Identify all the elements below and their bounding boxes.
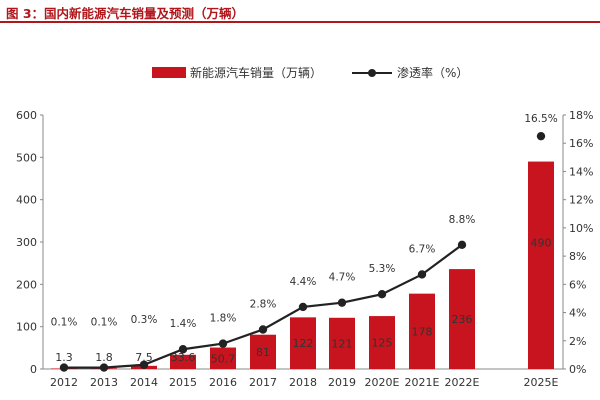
- bar-series: [51, 161, 554, 369]
- line-labels: 0.1% 0.1% 0.3% 1.4% 1.8% 2.8% 4.4% 4.7% 5.3% 6.7%…: [51, 113, 558, 330]
- y-right-tick-label: 0%: [569, 363, 586, 376]
- line-value-label: 0.1%: [51, 317, 78, 329]
- y-left-tick-label: 100: [16, 321, 37, 334]
- bar-value-label: 7.5: [135, 351, 153, 364]
- y-left-tick-label: 0: [30, 363, 37, 376]
- y-right-tick-label: 12%: [569, 194, 593, 207]
- x-tick-label: 2025E: [524, 376, 559, 389]
- line-value-label: 1.4%: [170, 318, 197, 330]
- chart-title: 图 3：国内新能源汽车销量及预测（万辆）: [6, 6, 245, 21]
- y-right-tick-label: 2%: [569, 335, 586, 348]
- line-point: [178, 345, 188, 354]
- bar-value-label: 125: [372, 337, 393, 350]
- title-divider: [0, 21, 600, 23]
- bar-value-label: 236: [452, 313, 473, 326]
- y-right-tick-label: 18%: [569, 109, 593, 122]
- line-point: [59, 363, 69, 372]
- x-tick-label: 2021E: [405, 376, 440, 389]
- line-point: [218, 339, 228, 348]
- x-tick-label: 2015: [169, 376, 197, 389]
- bar: [250, 334, 276, 369]
- line-point: [417, 270, 427, 279]
- y-left-tick-label: 300: [16, 236, 37, 249]
- line-point: [298, 302, 308, 312]
- y-left-tick-label: 500: [16, 151, 37, 164]
- line-value-label: 4.4%: [290, 276, 317, 288]
- x-tick-label: 2022E: [445, 376, 480, 389]
- y-left-tick-label: 600: [16, 109, 37, 122]
- line-point: [337, 298, 347, 307]
- bar: [210, 347, 236, 369]
- y-right-tick-label: 8%: [569, 250, 586, 263]
- line-series: [59, 131, 546, 372]
- legend-bar-label: 新能源汽车销量（万辆）: [190, 65, 322, 80]
- y-right-tick-label: 4%: [569, 307, 586, 320]
- bar-value-label: 1.8: [95, 351, 113, 364]
- y-left-tick-label: 400: [16, 194, 37, 207]
- line-value-label: 1.8%: [210, 313, 237, 325]
- line-value-label: 4.7%: [329, 272, 356, 284]
- legend-line-marker: [368, 69, 376, 77]
- line-value-label: 6.7%: [409, 243, 436, 255]
- bar-value-label: 1.3: [55, 351, 73, 364]
- line-point: [377, 290, 387, 299]
- line-point: [258, 325, 268, 334]
- legend: 新能源汽车销量（万辆） 渗透率（%）: [152, 65, 468, 80]
- line-value-label: 8.8%: [449, 214, 476, 226]
- line-point: [457, 240, 467, 250]
- x-tick-label: 2012: [50, 376, 78, 389]
- bar-labels: 1.3 1.8 7.5 33.6 50.7 81 122 121 125 178 236 490: [55, 237, 551, 366]
- x-tick-label: 2017: [249, 376, 277, 389]
- y-right-tick-label: 6%: [569, 278, 586, 291]
- line-value-label: 0.1%: [91, 317, 118, 329]
- y-right-tick-label: 10%: [569, 222, 593, 235]
- line-point: [139, 360, 149, 369]
- bar-value-label: 122: [293, 337, 314, 350]
- y-right-tick-label: 16%: [569, 137, 593, 150]
- bar: [528, 161, 554, 369]
- line-value-label: 2.8%: [250, 298, 277, 310]
- legend-line-label: 渗透率（%）: [397, 65, 468, 80]
- line-value-label: 0.3%: [131, 314, 158, 326]
- y-right-tick-label: 14%: [569, 165, 593, 178]
- x-tick-label: 2014: [130, 376, 158, 389]
- bar-value-label: 178: [412, 325, 433, 338]
- legend-bar-swatch: [152, 67, 186, 78]
- axes: 0 100 200 300 400 500 600 0% 2% 4% 6% 8% 10% 12% 14% 16…: [16, 109, 593, 389]
- bar: [449, 269, 475, 369]
- x-tick-label: 2016: [209, 376, 237, 389]
- bar-value-label: 121: [332, 337, 353, 350]
- bar: [170, 354, 196, 369]
- bar: [369, 316, 395, 369]
- y-left-tick-label: 200: [16, 278, 37, 291]
- line-value-label: 5.3%: [369, 263, 396, 275]
- x-tick-label: 2018: [289, 376, 317, 389]
- line-point: [536, 131, 546, 141]
- x-tick-label: 2020E: [365, 376, 400, 389]
- x-tick-label: 2013: [90, 376, 118, 389]
- bar-value-label: 81: [256, 346, 270, 359]
- line-value-label: 16.5%: [524, 113, 557, 125]
- bar: [290, 317, 316, 369]
- bar-value-label: 490: [531, 237, 552, 250]
- bar: [329, 317, 355, 369]
- bar: [409, 293, 435, 369]
- bar-value-label: 33.6: [171, 351, 196, 364]
- x-tick-label: 2019: [328, 376, 356, 389]
- line-point: [99, 363, 109, 372]
- bar-value-label: 50.7: [211, 352, 236, 365]
